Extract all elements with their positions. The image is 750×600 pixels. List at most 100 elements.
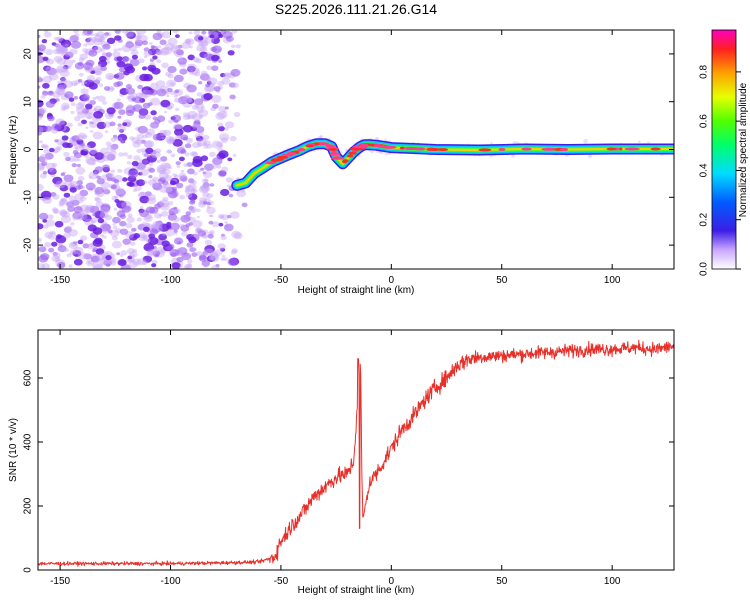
colorbar-tick-label: 0.6 — [699, 114, 710, 128]
noise-blob — [187, 259, 193, 264]
noise-blob — [140, 148, 147, 153]
noise-blob — [73, 246, 84, 255]
noise-blob — [90, 36, 98, 42]
noise-blob — [48, 73, 59, 81]
noise-blob — [95, 77, 102, 82]
noise-blob — [88, 49, 98, 57]
ridge-halo — [588, 154, 592, 159]
noise-blob — [45, 100, 55, 108]
noise-blob — [67, 206, 75, 213]
noise-blob — [186, 185, 195, 192]
snr-line — [38, 339, 674, 567]
noise-blob — [114, 35, 122, 41]
noise-blob — [180, 169, 185, 173]
noise-blob — [59, 210, 68, 217]
noise-blob — [204, 166, 208, 169]
noise-blob — [38, 156, 46, 163]
noise-blob — [216, 155, 220, 158]
noise-blob — [156, 30, 162, 34]
noise-blob — [117, 123, 122, 127]
noise-blob — [71, 59, 76, 63]
noise-blob — [38, 108, 45, 117]
noise-blob — [191, 151, 199, 157]
noise-blob — [173, 216, 181, 223]
noise-blob — [231, 82, 239, 89]
noise-blob — [174, 45, 181, 51]
noise-blob — [143, 55, 148, 59]
noise-blob — [152, 176, 160, 183]
noise-blob — [173, 232, 178, 235]
x-tick-label: 50 — [496, 275, 508, 286]
noise-blob — [200, 185, 211, 193]
noise-blob — [179, 194, 186, 200]
noise-blob — [78, 72, 84, 77]
noise-blob — [132, 233, 141, 239]
noise-blob — [60, 39, 72, 48]
noise-blob — [165, 136, 176, 144]
noise-blob — [38, 126, 45, 132]
noise-blob — [181, 41, 191, 49]
noise-blob — [156, 166, 167, 174]
noise-blob — [117, 259, 127, 266]
noise-blob — [120, 254, 124, 257]
noise-blob — [193, 30, 201, 36]
x-tick-label: -100 — [160, 275, 180, 286]
noise-blob — [115, 187, 125, 195]
noise-blob — [111, 240, 122, 249]
noise-blob — [145, 132, 153, 138]
noise-blob — [100, 233, 104, 237]
noise-blob — [188, 31, 193, 35]
noise-blob — [202, 134, 210, 141]
noise-blob — [101, 51, 107, 56]
noise-blob — [50, 173, 56, 178]
noise-blob — [201, 260, 211, 267]
noise-blob — [104, 32, 110, 36]
y-tick-label: 0 — [23, 567, 34, 573]
noise-blob — [113, 179, 120, 184]
noise-blob — [156, 159, 161, 163]
noise-blob — [55, 98, 60, 102]
noise-blob — [126, 181, 133, 187]
noise-blob — [86, 115, 93, 120]
noise-blob — [197, 142, 203, 148]
noise-blob — [129, 251, 138, 258]
noise-blob — [141, 66, 148, 71]
noise-blob — [200, 184, 207, 190]
noise-blob — [84, 66, 91, 71]
noise-blob — [188, 183, 197, 190]
noise-blob — [110, 261, 116, 266]
noise-blob — [187, 65, 196, 73]
noise-blob — [163, 110, 168, 114]
ridge-halo — [370, 150, 374, 154]
noise-blob — [92, 239, 103, 247]
noise-blob — [188, 70, 195, 75]
noise-blob — [104, 130, 109, 134]
noise-blob — [82, 96, 90, 102]
noise-blob — [208, 151, 216, 158]
noise-blob — [228, 193, 234, 198]
noise-blob — [158, 199, 170, 208]
x-tick-label: -50 — [274, 275, 289, 286]
noise-blob — [69, 250, 77, 255]
noise-blob — [77, 122, 83, 127]
noise-blob — [66, 201, 75, 208]
noise-blob — [120, 139, 126, 144]
noise-blob — [100, 147, 109, 155]
noise-blob — [176, 256, 184, 263]
noise-blob — [85, 157, 96, 165]
noise-blob — [96, 175, 101, 179]
noise-blob — [68, 264, 73, 268]
noise-blob — [144, 153, 149, 157]
noise-blob — [38, 254, 49, 263]
noise-blob — [97, 38, 103, 42]
noise-blob — [211, 65, 219, 71]
noise-blob — [160, 210, 169, 217]
noise-blob — [94, 186, 104, 195]
noise-blob — [66, 203, 76, 211]
spectrogram-ylabel: Frequency (Hz) — [8, 116, 19, 185]
noise-blob — [209, 252, 219, 261]
noise-blob — [90, 255, 100, 263]
ridge-hotspot — [403, 146, 417, 150]
noise-blob — [50, 192, 57, 197]
noise-blob — [80, 88, 89, 95]
